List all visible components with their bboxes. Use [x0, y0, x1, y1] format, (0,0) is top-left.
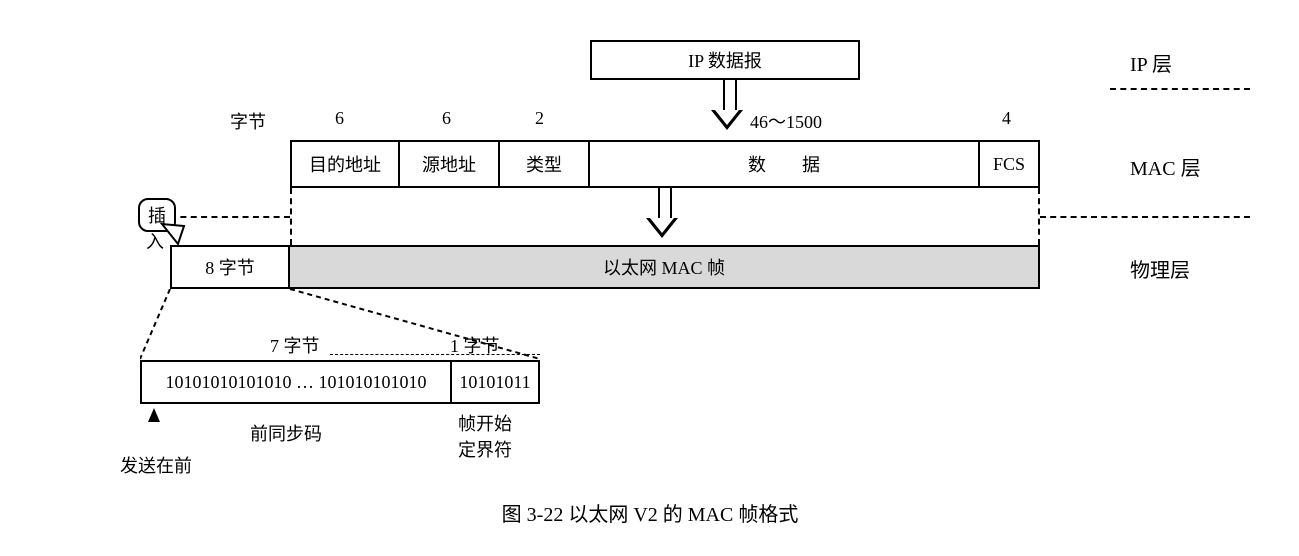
dashed-ip-mac: [1110, 88, 1250, 90]
figure-caption: 图 3-22 以太网 V2 的 MAC 帧格式: [30, 498, 1270, 527]
bytes-3: 46～1500: [750, 108, 822, 134]
arrow-ip-to-data-head-inner: [715, 110, 739, 125]
preamble-bits-left: 10101010101010 … 101010101010: [166, 372, 427, 393]
pre-bytes-left: 7 字节: [270, 332, 320, 358]
field-src-addr: 源地址: [398, 140, 500, 188]
dashed-mac-left: [170, 216, 290, 218]
preamble-right-label: 帧开始 定界符: [458, 410, 512, 462]
field-fcs: FCS: [978, 140, 1040, 188]
ip-datagram-box: IP 数据报: [590, 40, 860, 80]
field-dest-addr-label: 目的地址: [309, 151, 381, 177]
phys-frame-label: 以太网 MAC 帧: [603, 254, 725, 280]
phys-frame-box: 以太网 MAC 帧: [288, 245, 1040, 289]
send-first-label: 发送在前: [120, 452, 192, 478]
field-data: 数 据: [588, 140, 980, 188]
dashed-mac-right-v: [1038, 188, 1040, 245]
pre-bytes-dash: [330, 354, 540, 355]
phys-preamble-box: 8 字节: [170, 245, 290, 289]
field-type: 类型: [498, 140, 590, 188]
dashed-mac-right: [1040, 216, 1250, 218]
arrow-mac-to-phys-head-inner: [650, 218, 674, 233]
ip-datagram-label: IP 数据报: [688, 47, 762, 73]
bytes-4: 4: [1002, 108, 1011, 129]
field-data-label: 数 据: [748, 151, 820, 177]
field-type-label: 类型: [526, 151, 562, 177]
bytes-2: 2: [535, 108, 544, 129]
field-dest-addr: 目的地址: [290, 140, 400, 188]
send-first-arrow: [148, 408, 160, 422]
arrow-ip-to-data-shaft: [723, 80, 737, 110]
layer-label-ip: IP 层: [1130, 48, 1172, 77]
layer-label-mac: MAC 层: [1130, 152, 1201, 181]
arrow-mac-to-phys-shaft: [658, 188, 672, 218]
dashed-mac-left-v: [290, 188, 292, 245]
preamble-left-label: 前同步码: [250, 420, 322, 446]
preamble-detail-box: 10101010101010 … 101010101010 10101011: [140, 360, 540, 404]
preamble-bits-right: 10101011: [459, 372, 530, 393]
bytes-1: 6: [442, 108, 451, 129]
mac-frame-diagram: IP 数据报 IP 层 字节 6 6 2 46～1500 4 目的地址 源地址 …: [30, 20, 1269, 530]
byte-word: 字节: [230, 108, 266, 134]
layer-label-phys: 物理层: [1130, 254, 1190, 283]
bytes-0: 6: [335, 108, 344, 129]
field-src-addr-label: 源地址: [422, 151, 476, 177]
field-fcs-label: FCS: [993, 154, 1025, 175]
phys-preamble-label: 8 字节: [205, 254, 255, 280]
